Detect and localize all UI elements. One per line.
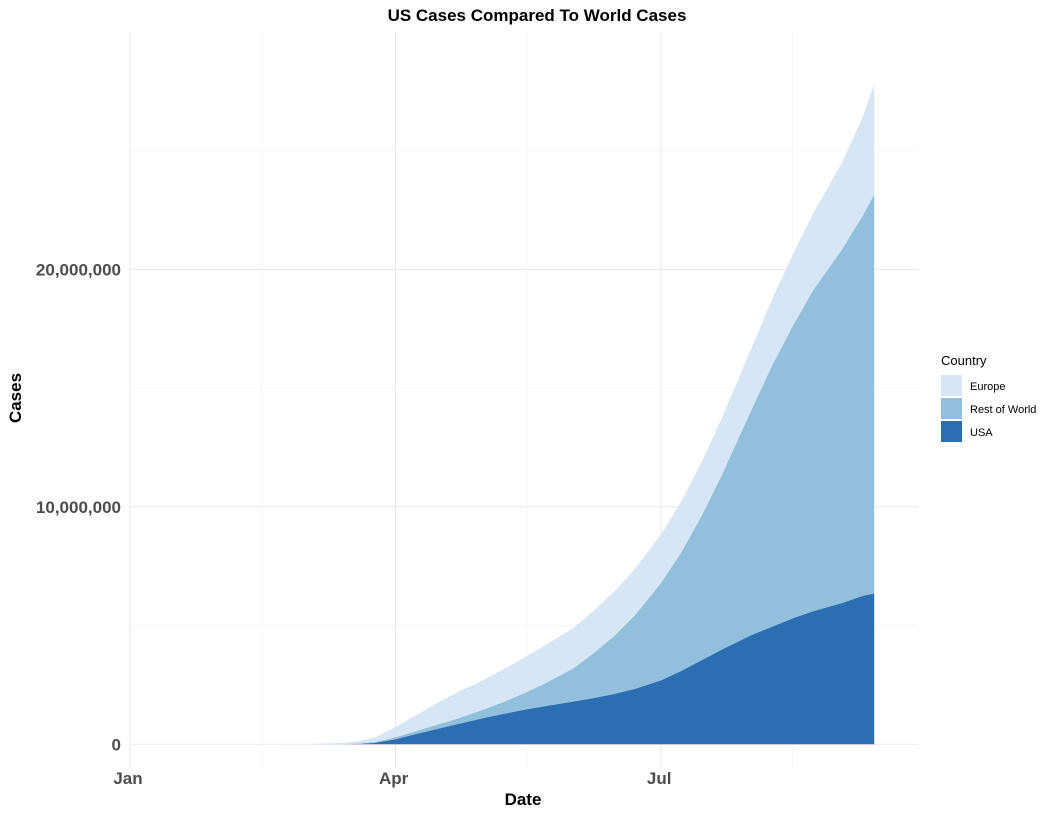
legend-label-rest-of-world: Rest of World [970,404,1036,416]
y-axis-ticks: 0 10,000,000 20,000,000 [36,260,121,754]
area-europe [191,84,875,745]
y-axis-title: Cases [6,373,25,423]
y-tick-label: 20,000,000 [36,260,121,279]
legend: Country Europe Rest of World USA [941,353,1036,442]
x-axis-ticks: Jan Apr Jul [113,769,671,788]
x-tick-label: Apr [379,769,409,788]
chart-title: US Cases Compared To World Cases [388,6,687,25]
y-tick-label: 10,000,000 [36,498,121,517]
legend-label-usa: USA [970,427,993,439]
area-rest-of-world [191,194,875,745]
x-axis-title: Date [505,790,542,809]
x-tick-label: Jul [647,769,672,788]
y-tick-label: 0 [112,735,121,754]
legend-title: Country [941,353,987,368]
legend-swatch-rest-of-world [941,398,962,419]
legend-label-europe: Europe [970,381,1005,393]
area-usa [191,593,875,745]
x-tick-label: Jan [113,769,142,788]
legend-swatch-usa [941,421,962,442]
stacked-areas [191,84,875,745]
legend-swatch-europe [941,375,962,396]
